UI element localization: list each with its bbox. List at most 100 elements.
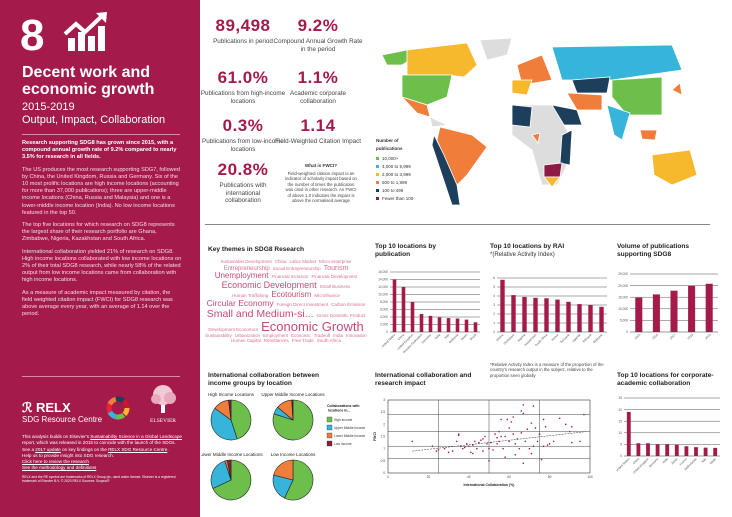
footer-text: This analysis builds on Elsevier's Susta… xyxy=(22,434,182,452)
sustainability-science-link[interactable]: Sustainability Science in a Global Lands… xyxy=(90,434,182,439)
methodology-link[interactable]: See the methodology and definitions xyxy=(22,465,97,471)
y-tick-label: 4 xyxy=(493,294,495,298)
data-point xyxy=(478,441,480,444)
data-point xyxy=(457,433,460,435)
pie-title: Lower Middle Income Locations xyxy=(201,452,263,457)
data-point xyxy=(488,460,490,462)
y-tick-label: 20,000 xyxy=(618,284,628,288)
word-cloud-term: China xyxy=(274,259,287,264)
data-point xyxy=(431,445,434,448)
data-point xyxy=(508,440,510,443)
pie-slice xyxy=(291,399,294,421)
map-legend: Number of publications 10,000+ 4,000 to 9… xyxy=(376,137,426,203)
pie-slice xyxy=(226,459,232,481)
x-tick-label: China xyxy=(397,333,406,342)
bar xyxy=(684,446,689,456)
paragraph: The US produces the most research suppor… xyxy=(22,166,180,216)
wordcloud-title: Key themes in SDG8 Research xyxy=(208,246,305,253)
bar xyxy=(555,299,560,332)
y-tick-label: 2,000 xyxy=(380,323,388,327)
legend-label: Fewer than 100 xyxy=(382,196,414,201)
data-point xyxy=(514,453,517,456)
data-point xyxy=(558,417,561,420)
update-2017-link[interactable]: 2017 update xyxy=(35,446,61,452)
chart-title: Volume of publications supporting SDG8 xyxy=(617,243,690,258)
word-cloud-term: Human Capital xyxy=(230,337,261,343)
x-tick-label: 0 xyxy=(387,475,389,479)
data-point xyxy=(472,444,474,446)
data-point xyxy=(465,443,468,445)
data-point xyxy=(463,446,466,449)
y-tick-label: 1.5 xyxy=(381,435,386,439)
data-point xyxy=(540,458,543,461)
sdg-wheel-icon xyxy=(106,396,130,420)
word-cloud-term: Ecotourism xyxy=(271,289,312,299)
pie-slice xyxy=(230,399,252,440)
x-tick-label: Malaysia xyxy=(448,333,459,344)
pie-legend-swatch xyxy=(326,432,333,439)
map-region-russia xyxy=(551,44,683,81)
x-tick-label: 2015 xyxy=(634,333,642,341)
trend-line xyxy=(412,431,586,452)
x-tick-label: Tanzania xyxy=(559,333,571,345)
bar xyxy=(646,443,650,456)
y-tick-label: 3 xyxy=(493,303,495,307)
x-tick-label: Brazil xyxy=(469,333,477,341)
data-point xyxy=(548,443,551,445)
y-tick-label: 12,000 xyxy=(378,285,388,289)
volume-bar-chart: 0 5,000 10,000 15,000 20,000 25,000 2015 2016 20… xyxy=(618,272,718,341)
legend-label: 500 to 1,999 xyxy=(382,180,408,185)
data-point xyxy=(522,412,525,415)
stat-card: 61.0% Publications from high-income locat… xyxy=(198,68,288,105)
data-point xyxy=(488,447,490,450)
x-tick-label: 80 xyxy=(548,475,552,479)
map-region-southeast-asia xyxy=(639,129,658,141)
relx-sdg-link[interactable]: RELX SDG Resource Centre xyxy=(108,446,168,452)
data-point xyxy=(518,447,521,450)
word-cloud-term: Circular Economy xyxy=(206,298,274,309)
stat-value: 9.2% xyxy=(297,16,339,35)
bar xyxy=(464,319,469,332)
legend-item: Fewer than 100 xyxy=(376,195,426,203)
pie-slice xyxy=(228,399,232,421)
x-tick-label: Nigeria xyxy=(517,333,527,343)
divider xyxy=(205,224,710,225)
data-point xyxy=(530,422,533,424)
pie-title: High Income Locations xyxy=(208,392,255,397)
data-point xyxy=(411,440,414,443)
report-subtitle: Output, Impact, Collaboration xyxy=(22,114,166,126)
stat-card: 89,498 Publications in period xyxy=(198,16,288,46)
x-tick-label: Germany xyxy=(648,457,660,469)
word-cloud-term: Economic Growth xyxy=(261,318,364,334)
legend-item: 10,000+ xyxy=(376,155,426,163)
bar xyxy=(533,297,538,332)
stat-card: 1.14 Field-Weighted Citation Impact xyxy=(273,116,363,146)
chart-title: International collaboration and research… xyxy=(375,372,472,387)
data-point xyxy=(583,413,585,416)
stat-label: Publications from high-income locations xyxy=(200,90,286,105)
data-point xyxy=(534,427,537,429)
y-tick-label: 0 xyxy=(626,330,628,334)
chart-subtitle: *(Relative Activity Index) xyxy=(490,252,555,258)
data-point xyxy=(476,447,478,450)
stat-label: Field-Weighted Citation Impact xyxy=(275,138,361,145)
data-point xyxy=(504,456,506,458)
pie-title: Upper Middle Income Locations xyxy=(261,392,325,397)
y-tick-label: 16,000 xyxy=(378,270,388,274)
legend-swatch xyxy=(376,181,379,185)
y-tick-label: 2 xyxy=(383,422,385,426)
chart-title: Top 10 locations for corporate-academic … xyxy=(617,372,714,387)
map-region-south-africa xyxy=(543,176,561,188)
y-tick-label: 6,000 xyxy=(380,308,388,312)
x-tick-label: Kenya xyxy=(550,333,559,342)
y-tick-label: 15 xyxy=(618,419,622,423)
y-tick-label: 0.5 xyxy=(381,459,386,463)
sdg-title: Decent work and economic growth xyxy=(22,64,155,98)
data-point xyxy=(542,445,545,448)
data-point xyxy=(522,404,525,406)
data-point xyxy=(564,423,567,426)
map-region-usa xyxy=(401,74,453,106)
review-research-link[interactable]: Click here to review the research xyxy=(22,459,89,465)
bar xyxy=(511,295,516,332)
